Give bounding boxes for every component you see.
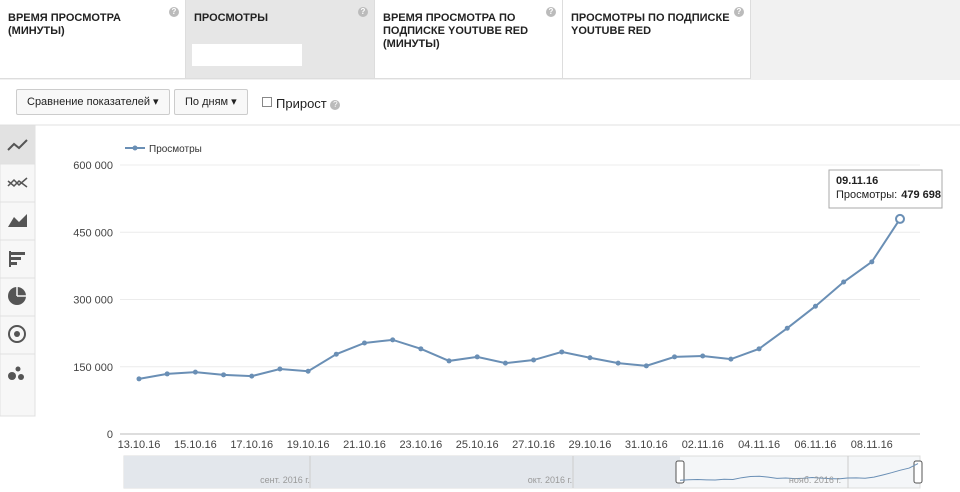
data-point: [841, 279, 847, 285]
x-tick-label: 23.10.16: [399, 439, 442, 451]
data-point: [700, 353, 706, 359]
data-point: [784, 325, 790, 331]
tooltip-title: 09.11.16: [836, 175, 878, 187]
tab-title: ПРОСМОТРЫ: [194, 12, 268, 24]
tooltip-text: Просмотры: 479 698: [836, 189, 941, 201]
period-button[interactable]: По дням ▾: [174, 89, 248, 115]
help-icon[interactable]: ?: [358, 7, 368, 17]
data-point: [559, 349, 565, 355]
icon-bar[interactable]: [9, 251, 25, 267]
help-icon[interactable]: ?: [169, 7, 179, 17]
navigator-label: сент. 2016 г.: [260, 475, 310, 485]
data-point: [812, 303, 818, 309]
tab-value-hidden: [381, 52, 451, 74]
tooltip-box: [828, 169, 943, 209]
tooltip-point: [895, 213, 905, 224]
navigator-label: окт. 2016 г.: [528, 475, 572, 485]
navigator-handle[interactable]: [913, 460, 923, 484]
y-tick-label: 150 000: [73, 362, 113, 374]
x-tick-label: 31.10.16: [625, 439, 668, 451]
icon-bubble: [15, 366, 21, 372]
button-label: Сравнение показателей: [27, 96, 150, 108]
data-point: [643, 363, 649, 369]
icon-line[interactable]: [7, 139, 28, 151]
metric-tab[interactable]: ПРОСМОТРЫ?: [186, 0, 375, 79]
icon-area[interactable]: [8, 214, 27, 227]
checkbox-label: Прирост: [276, 96, 327, 111]
metric-tab[interactable]: ПРОСМОТРЫ ПО ПОДПИСКЕ YOUTUBE RED?: [563, 0, 751, 79]
x-tick-label: 13.10.16: [118, 439, 161, 451]
growth-toggle[interactable]: Прирост ?: [262, 96, 341, 111]
navigator-label: нояб. 2016 г.: [789, 475, 841, 485]
x-tick-label: 02.11.16: [682, 439, 724, 451]
tab-title: ПРОСМОТРЫ ПО ПОДПИСКЕ YOUTUBE RED: [571, 12, 730, 37]
chart-type-bar: [0, 125, 36, 417]
data-point: [361, 340, 367, 346]
button-label: По дням: [185, 96, 229, 108]
data-point: [615, 360, 621, 366]
icon-map[interactable]: [8, 325, 26, 343]
data-point: [756, 346, 762, 352]
data-point: [474, 354, 480, 360]
x-tick-label: 06.11.16: [794, 439, 836, 451]
x-tick-label: 04.11.16: [738, 439, 780, 451]
data-point: [531, 357, 537, 363]
y-tick-label: 300 000: [73, 295, 113, 307]
tab-value-hidden: [569, 44, 629, 66]
legend-dot: [132, 145, 138, 151]
x-tick-label: 19.10.16: [287, 439, 330, 451]
x-tick-label: 27.10.16: [512, 439, 555, 451]
tab-title: ВРЕМЯ ПРОСМОТРА ПО ПОДПИСКЕ YOUTUBE RED …: [383, 12, 529, 50]
data-point: [249, 373, 255, 379]
tooltip-value: 479 698: [901, 189, 941, 201]
data-point: [672, 354, 678, 360]
help-icon[interactable]: ?: [546, 7, 556, 17]
x-tick-label: 29.10.16: [569, 439, 612, 451]
navigator-handle[interactable]: [675, 460, 685, 484]
checkbox[interactable]: [262, 97, 272, 107]
tab-title: ВРЕМЯ ПРОСМОТРА (МИНУТЫ): [8, 12, 121, 37]
y-tick-label: 600 000: [73, 160, 113, 172]
help-icon[interactable]: ?: [330, 100, 341, 110]
x-tick-label: 25.10.16: [456, 439, 499, 451]
help-icon[interactable]: ?: [734, 7, 744, 17]
data-point: [164, 371, 170, 377]
data-point: [390, 337, 396, 343]
x-tick-label: 21.10.16: [343, 439, 386, 451]
navigator-mask: [124, 456, 680, 488]
tab-value-hidden: [6, 44, 116, 66]
x-tick-label: 15.10.16: [174, 439, 217, 451]
data-point: [446, 358, 452, 364]
y-tick-label: 0: [107, 429, 113, 441]
y-tick-label: 450 000: [73, 227, 113, 239]
data-point: [333, 351, 339, 357]
tab-value-hidden: [192, 44, 302, 66]
compare-button[interactable]: Сравнение показателей ▾: [16, 89, 170, 115]
data-point: [869, 259, 875, 265]
x-tick-label: 17.10.16: [230, 439, 273, 451]
data-point: [136, 376, 142, 382]
navigator-line: [679, 463, 919, 481]
sidebar: [0, 125, 36, 417]
icon-multiline-2: [7, 180, 28, 188]
data-point: [587, 355, 593, 361]
legend-label: Просмотры: [149, 144, 202, 155]
icon-map-dot: [14, 331, 20, 337]
icon-bubble[interactable]: [8, 372, 16, 380]
icon-line-selected[interactable]: [0, 126, 35, 164]
data-point: [728, 356, 734, 362]
data-point: [221, 372, 227, 378]
data-point: [418, 346, 424, 352]
data-point: [277, 366, 283, 372]
tooltip-label: Просмотры:: [836, 189, 897, 201]
icon-bubble: [18, 374, 24, 380]
data-point: [305, 368, 311, 374]
data-point: [192, 369, 198, 375]
data-point: [502, 360, 508, 366]
metric-tab[interactable]: ВРЕМЯ ПРОСМОТРА ПО ПОДПИСКЕ YOUTUBE RED …: [375, 0, 563, 79]
metric-tab[interactable]: ВРЕМЯ ПРОСМОТРА (МИНУТЫ)?: [0, 0, 186, 79]
x-tick-label: 08.11.16: [851, 439, 893, 451]
series-line: [138, 218, 901, 380]
